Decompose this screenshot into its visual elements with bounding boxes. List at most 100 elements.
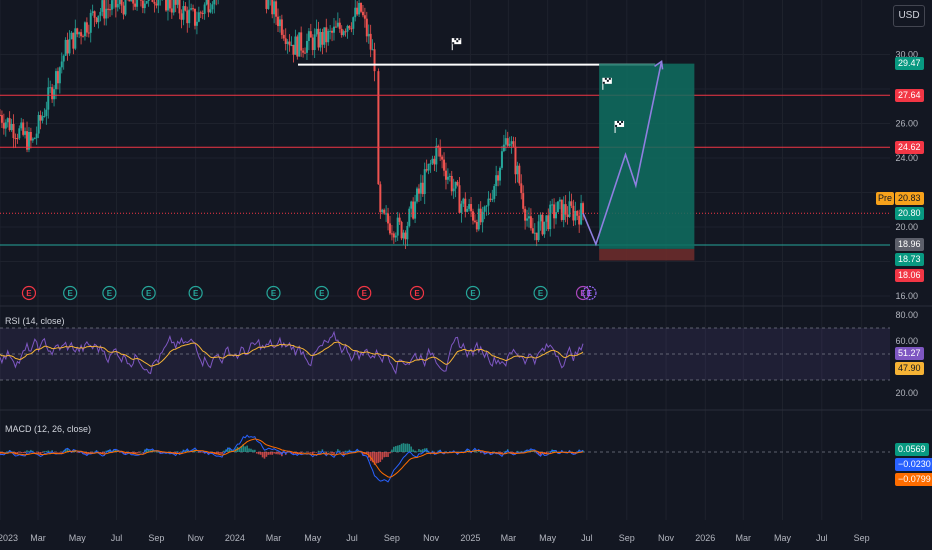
candle-body	[541, 214, 544, 235]
flag-markers[interactable]	[451, 38, 625, 133]
candle-body	[0, 114, 1, 116]
candle-body	[51, 87, 54, 100]
x-tick-label: 2025	[460, 533, 480, 543]
candle-body	[290, 44, 293, 46]
candle-body	[4, 122, 7, 129]
macd-histogram-bar	[91, 452, 94, 453]
macd-histogram-bar	[132, 452, 135, 454]
candle-body	[558, 199, 561, 202]
earnings-icon[interactable]	[21, 285, 37, 301]
macd-histogram-bar	[495, 452, 497, 453]
candle-body	[414, 201, 417, 219]
macd-histogram-bar	[423, 448, 426, 452]
projection-arrowhead[interactable]	[654, 59, 664, 70]
macd-histogram-bar	[22, 452, 24, 454]
macd-histogram-bar	[174, 452, 177, 454]
candle-body	[491, 198, 494, 200]
candle-body	[331, 30, 334, 33]
macd-line	[0, 434, 584, 483]
macd-histogram-bar	[391, 449, 393, 452]
x-tick-label: May	[539, 533, 557, 543]
macd-histogram-bar	[186, 448, 189, 452]
y-tick-label: 26.00	[895, 119, 918, 129]
candle-body	[277, 16, 280, 27]
macd-signal-tag: −0.0799	[895, 473, 932, 486]
candle-body	[151, 0, 154, 2]
candle-body	[475, 221, 478, 230]
candle-body	[41, 116, 44, 121]
candle-body	[323, 27, 326, 45]
earnings-label: E	[193, 289, 199, 298]
candle-body	[182, 6, 185, 20]
projection-line[interactable]	[582, 61, 663, 247]
candle-body	[406, 225, 409, 240]
currency-button[interactable]: USD	[893, 5, 925, 27]
macd-histogram-bar	[93, 451, 96, 453]
candle-body	[10, 123, 13, 131]
macd-histogram-bar	[3, 452, 5, 454]
target-zone[interactable]	[599, 63, 695, 249]
macd-histogram-bar	[196, 451, 198, 453]
candle-body	[20, 122, 23, 129]
candle-body	[321, 31, 324, 45]
earnings-icon[interactable]	[409, 285, 425, 301]
candle-body	[165, 0, 168, 11]
earnings-label: E	[538, 289, 544, 298]
candle-body	[76, 28, 79, 35]
x-axis[interactable]: 2023 Mar May Jul Sep Nov 2024 Mar May Jul Sep Nov 20…	[0, 533, 870, 543]
earnings-icon[interactable]	[63, 285, 78, 301]
candle-body	[273, 1, 276, 15]
candle-body	[89, 12, 92, 33]
earnings-icon[interactable]	[141, 285, 156, 301]
flag-icon	[456, 40, 459, 43]
macd-histogram-bar	[252, 449, 254, 452]
candle-body	[203, 4, 206, 14]
macd-histogram-bar	[389, 452, 391, 454]
earnings-label: E	[107, 289, 113, 298]
candle-body	[387, 213, 390, 224]
candle-body	[294, 36, 297, 55]
earnings-icon[interactable]	[188, 285, 203, 301]
earnings-icon[interactable]	[465, 285, 481, 301]
macd-histogram-bar	[207, 452, 210, 455]
macd-histogram-bar	[138, 452, 140, 453]
candle-body	[390, 233, 393, 235]
earnings-icon[interactable]	[102, 285, 117, 301]
y-tick-label: 20.00	[895, 388, 918, 398]
candle-body	[29, 131, 32, 141]
candle-body	[545, 215, 548, 222]
macd-histogram-bar	[255, 452, 258, 454]
macd-histogram-bar	[489, 452, 492, 455]
x-tick-label: Sep	[854, 533, 870, 543]
candle-body	[197, 12, 200, 22]
rsi-pane	[0, 327, 890, 381]
macd-histogram-bar	[466, 449, 469, 452]
trade-zone[interactable]	[599, 63, 695, 261]
candle-body	[425, 169, 428, 171]
earnings-icon[interactable]	[314, 285, 329, 301]
macd-histogram-bar	[298, 452, 301, 453]
earnings-icon[interactable]	[357, 285, 372, 301]
price-tag-support: 18.96	[895, 238, 924, 251]
horizontal-levels[interactable]	[0, 63, 890, 246]
earnings-icon[interactable]	[533, 285, 548, 301]
candle-body	[43, 115, 46, 117]
candle-body	[388, 223, 391, 234]
earnings-icon[interactable]	[582, 285, 597, 301]
macd-histogram-bar	[82, 452, 84, 455]
candle-body	[66, 39, 69, 54]
macd-histogram-bar	[304, 451, 306, 453]
x-tick-label: Mar	[736, 533, 752, 543]
earnings-icon[interactable]	[575, 285, 591, 301]
earnings-icon[interactable]	[266, 285, 281, 301]
macd-histogram-bar	[385, 452, 387, 457]
macd-histogram-bar	[45, 451, 48, 452]
candle-body	[367, 33, 370, 37]
projection-path[interactable]	[582, 59, 664, 247]
candle-body	[58, 67, 61, 84]
stop-zone[interactable]	[599, 248, 695, 261]
candle-body	[454, 181, 457, 189]
